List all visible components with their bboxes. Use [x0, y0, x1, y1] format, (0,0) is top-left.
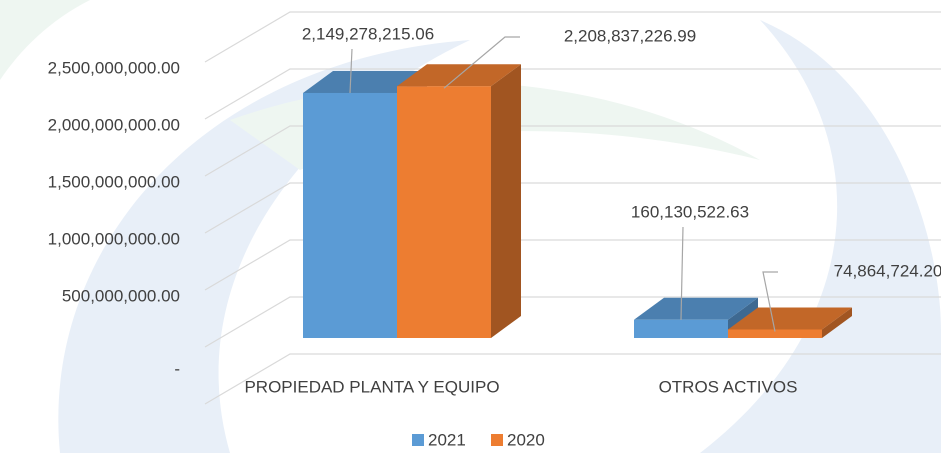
legend-swatch — [491, 434, 503, 446]
y-tick-label: 2,000,000,000.00 — [48, 115, 180, 134]
x-tick-label: OTROS ACTIVOS — [659, 377, 798, 396]
grid-line — [204, 68, 941, 120]
legend-label: 2020 — [507, 430, 545, 449]
label-leader — [762, 271, 778, 332]
y-tick-label: 1,500,000,000.00 — [48, 172, 180, 191]
y-tick-label: - — [174, 359, 180, 378]
grid-line — [204, 11, 941, 63]
bar-side — [491, 64, 521, 338]
bar-top — [728, 307, 852, 330]
grid-line — [204, 182, 941, 234]
label-leader — [349, 48, 353, 94]
legend-swatch — [412, 434, 424, 446]
bar — [303, 92, 397, 338]
data-label: 2,149,278,215.06 — [302, 24, 434, 43]
grid-line — [204, 239, 941, 291]
bar — [397, 86, 491, 338]
data-label: 2,208,837,226.99 — [564, 26, 696, 45]
x-tick-label: PROPIEDAD PLANTA Y EQUIPO — [244, 377, 499, 396]
grid-line — [204, 353, 941, 405]
bar — [634, 319, 728, 338]
y-tick-label: 1,000,000,000.00 — [48, 229, 180, 248]
bar — [728, 329, 822, 338]
bar-side — [822, 307, 852, 338]
data-label: 160,130,522.63 — [631, 202, 749, 221]
data-label: 74,864,724.20 — [834, 261, 941, 280]
bar-top — [634, 297, 758, 320]
bar-top — [303, 70, 427, 93]
legend-label: 2021 — [428, 430, 466, 449]
grid-line — [204, 125, 941, 177]
grid-line — [204, 296, 941, 348]
label-leader — [680, 226, 684, 320]
y-tick-label: 2,500,000,000.00 — [48, 58, 180, 77]
y-tick-label: 500,000,000.00 — [62, 286, 180, 305]
label-leader — [443, 36, 520, 89]
